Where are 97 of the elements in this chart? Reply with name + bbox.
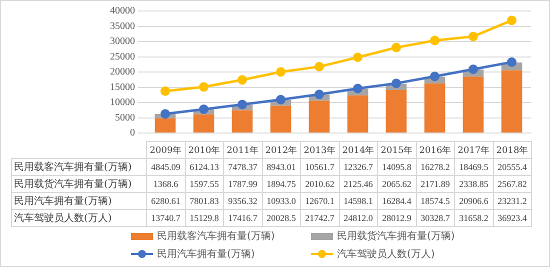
- data-label: 20906.6: [454, 192, 493, 210]
- data-label: 2567.82: [493, 176, 532, 192]
- point: [199, 104, 208, 114]
- data-label: 2010.62: [300, 176, 339, 192]
- data-label: 21742.7: [300, 210, 339, 226]
- bar: [232, 110, 253, 132]
- x-tick-label: 2015年: [378, 142, 416, 158]
- point: [353, 52, 362, 62]
- x-tick-label: 2014年: [339, 142, 378, 158]
- point: [314, 62, 324, 72]
- point: [468, 32, 478, 42]
- y-tick-label: 10000: [110, 97, 135, 108]
- x-tick-label: 2010年: [185, 142, 224, 158]
- data-label: 10933.0: [262, 192, 300, 210]
- text: 民用载客汽车拥有量(万辆): [14, 162, 132, 173]
- bar: [193, 114, 214, 132]
- data-label: 2338.85: [454, 176, 493, 192]
- y-tick-label: 25000: [110, 51, 135, 62]
- point: [160, 109, 170, 119]
- data-label: 1597.55: [185, 176, 224, 192]
- point: [276, 94, 286, 104]
- bar: [308, 100, 330, 132]
- point: [507, 16, 516, 26]
- legend-label: 民用载货汽车拥有量(万辆): [337, 230, 455, 243]
- data-label: 6124.13: [185, 158, 224, 176]
- data-label: 4845.09: [146, 158, 185, 176]
- data-label: 15129.8: [185, 210, 224, 226]
- text: 民用载货汽车拥有量(万辆): [14, 179, 132, 190]
- x-tick-label: 2009年: [146, 142, 185, 158]
- point: [238, 75, 247, 85]
- data-label: 23231.2: [493, 192, 532, 210]
- data-label: 8943.01: [262, 158, 300, 176]
- data-label: 10561.7: [300, 158, 339, 176]
- data-label: 28012.9: [378, 210, 416, 226]
- point: [507, 57, 516, 67]
- data-label: 36923.4: [493, 210, 532, 226]
- data-label: 1787.99: [224, 176, 262, 192]
- data-label: 14095.8: [378, 158, 416, 176]
- y-tick-label: 5000: [115, 112, 135, 124]
- data-label: 14598.1: [339, 192, 378, 210]
- data-label: 18574.5: [416, 192, 454, 210]
- x-tick-label: 2018年: [493, 142, 532, 158]
- data-label: 16284.4: [378, 192, 416, 210]
- x-tick-label: 2012年: [262, 142, 300, 158]
- data-label: 24812.0: [339, 210, 378, 226]
- x-tick-label: 2017年: [454, 142, 493, 158]
- y-tick-label: 35000: [110, 20, 135, 32]
- point: [314, 90, 324, 100]
- bar: [386, 90, 407, 132]
- y-tick-label: 15000: [110, 82, 135, 93]
- point: [276, 67, 286, 77]
- data-label: 2125.46: [339, 176, 378, 192]
- bar: [462, 76, 484, 132]
- x-tick-label: 2011年: [224, 142, 262, 158]
- data-label: 2171.89: [416, 176, 454, 192]
- point: [468, 64, 478, 74]
- data-label: 1894.75: [262, 176, 300, 192]
- data-label: 2065.62: [378, 176, 416, 192]
- point: [199, 82, 208, 92]
- y-tick-label: 20000: [110, 66, 135, 78]
- x-tick-label: 2016年: [416, 142, 454, 158]
- y-tick-label: 0: [130, 128, 135, 139]
- bar: [501, 70, 522, 132]
- data-label: 17416.7: [224, 210, 262, 226]
- point: [238, 100, 247, 110]
- data-label: 31658.2: [454, 210, 493, 226]
- data-label: 7801.83: [185, 192, 224, 210]
- data-label: 16278.2: [416, 158, 454, 176]
- data-label: 6280.61: [146, 192, 185, 210]
- y-tick-label: 40000: [110, 6, 135, 17]
- data-label: 9356.32: [224, 192, 262, 210]
- legend-label: 汽车驾驶员人数(万人): [337, 248, 435, 261]
- bar: [270, 106, 292, 132]
- point: [430, 72, 440, 82]
- point: [392, 42, 401, 52]
- x-tick-label: 2013年: [300, 142, 339, 158]
- bar: [154, 118, 176, 132]
- text: 汽车驾驶员人数(万人): [14, 213, 112, 224]
- point: [160, 86, 170, 96]
- text: 民用汽车拥有量(万辆): [14, 196, 112, 207]
- legend-label: 民用汽车拥有量(万辆): [157, 248, 255, 261]
- data-label: 12670.1: [300, 192, 339, 210]
- point: [353, 84, 362, 94]
- point: [430, 36, 440, 46]
- legend-label: 民用载客汽车拥有量(万辆): [157, 230, 275, 243]
- data-label: 1368.6: [146, 176, 185, 192]
- data-label: 13740.7: [146, 210, 185, 226]
- data-label: 18469.5: [454, 158, 493, 176]
- data-label: 20028.5: [262, 210, 300, 226]
- data-label: 12326.7: [339, 158, 378, 176]
- data-label: 20555.4: [493, 158, 532, 176]
- data-label: 7478.37: [224, 158, 262, 176]
- bar: [424, 83, 446, 132]
- point: [392, 78, 401, 88]
- y-tick-label: 30000: [110, 36, 135, 48]
- data-label: 30328.7: [416, 210, 454, 226]
- bar: [347, 95, 368, 132]
